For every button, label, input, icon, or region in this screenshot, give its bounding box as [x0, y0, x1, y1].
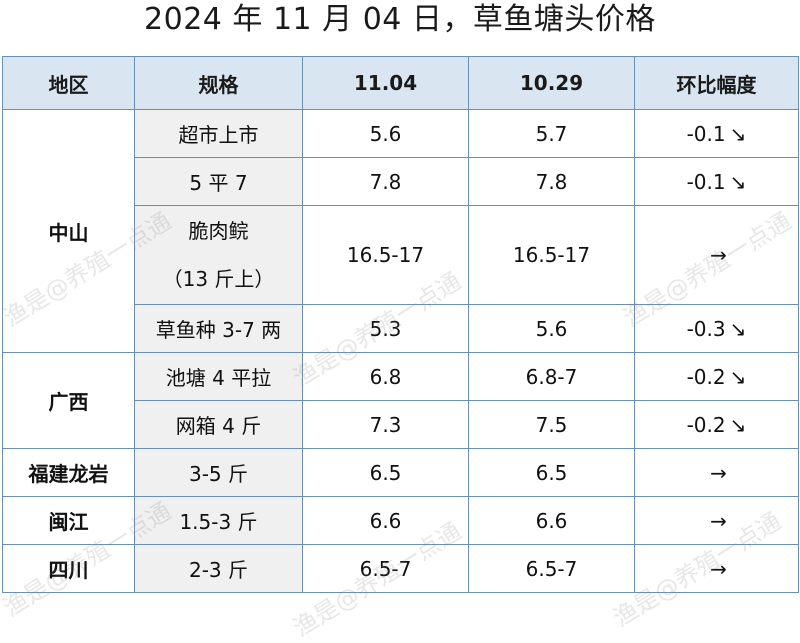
- current-price-cell: 6.6: [302, 496, 469, 545]
- table-row: 5 平 7 7.8 7.8 -0.1 ↘: [3, 157, 799, 206]
- spec-cell: 池塘 4 平拉: [134, 352, 303, 401]
- change-value: -0.1: [686, 121, 726, 146]
- header-change: 环比幅度: [634, 56, 799, 110]
- change-cell: →: [634, 496, 799, 545]
- spec-line-2: （13 斤上）: [162, 267, 275, 291]
- previous-price-cell: 6.5-7: [468, 544, 635, 593]
- region-cell: 闽江: [2, 496, 135, 545]
- spec-cell: 超市上市: [134, 109, 303, 158]
- table-row: 网箱 4 斤 7.3 7.5 -0.2 ↘: [3, 400, 799, 449]
- change-value: -0.2: [686, 364, 726, 389]
- change-cell: -0.1 ↘: [634, 109, 799, 158]
- previous-price-cell: 6.6: [468, 496, 635, 545]
- trend-flat-icon: →: [710, 243, 727, 267]
- current-price-cell: 6.5-7: [302, 544, 469, 593]
- previous-price-cell: 6.8-7: [468, 352, 635, 401]
- trend-down-icon: ↘: [729, 169, 747, 194]
- header-current-date: 11.04: [302, 56, 469, 110]
- region-cell: 广西: [2, 352, 135, 449]
- current-price-cell: 7.8: [302, 157, 469, 206]
- change-cell: →: [634, 448, 799, 497]
- trend-down-icon: ↘: [729, 364, 747, 389]
- change-cell: -0.3 ↘: [634, 304, 799, 353]
- table-row: 闽江 1.5-3 斤 6.6 6.6 →: [2, 496, 799, 545]
- spec-cell: 网箱 4 斤: [134, 400, 303, 449]
- region-cell: 中山: [2, 109, 135, 353]
- price-table: 地区 规格 11.04 10.29 环比幅度 中山 超市上市 5.6 5.7 -…: [2, 56, 799, 593]
- current-price-cell: 6.8: [302, 352, 469, 401]
- spec-cell: 草鱼种 3-7 两: [134, 304, 303, 353]
- change-cell: -0.2 ↘: [634, 400, 799, 449]
- previous-price-cell: 5.7: [468, 109, 635, 158]
- spec-cell: 2-3 斤: [134, 544, 303, 593]
- spec-cell: 1.5-3 斤: [134, 496, 303, 545]
- spec-cell: 5 平 7: [134, 157, 303, 206]
- trend-down-icon: ↘: [729, 412, 747, 437]
- trend-down-icon: ↘: [729, 121, 747, 146]
- current-price-cell: 5.3: [302, 304, 469, 353]
- change-cell: -0.1 ↘: [634, 157, 799, 206]
- change-value: -0.2: [686, 412, 726, 437]
- trend-down-icon: ↘: [729, 316, 747, 341]
- region-cell: 福建龙岩: [2, 448, 135, 497]
- spec-line-1: 脆肉鲩: [188, 219, 249, 243]
- header-region: 地区: [2, 56, 135, 110]
- header-previous-date: 10.29: [468, 56, 635, 110]
- trend-flat-icon: →: [710, 556, 727, 581]
- spec-cell: 脆肉鲩 （13 斤上）: [134, 205, 303, 305]
- current-price-cell: 16.5-17: [302, 205, 469, 305]
- spec-cell: 3-5 斤: [134, 448, 303, 497]
- current-price-cell: 7.3: [302, 400, 469, 449]
- table-row: 中山 超市上市 5.6 5.7 -0.1 ↘: [2, 109, 799, 353]
- current-price-cell: 5.6: [302, 109, 469, 158]
- page-title: 2024 年 11 月 04 日，草鱼塘头价格: [144, 2, 656, 37]
- previous-price-cell: 5.6: [468, 304, 635, 353]
- trend-flat-icon: →: [710, 460, 727, 485]
- previous-price-cell: 6.5: [468, 448, 635, 497]
- change-cell: →: [634, 205, 799, 305]
- table-row: 四川 2-3 斤 6.5-7 6.5-7 →: [2, 544, 799, 593]
- table-row: 草鱼种 3-7 两 5.3 5.6 -0.3 ↘: [3, 304, 799, 353]
- region-cell: 四川: [2, 544, 135, 593]
- table-row: 广西 池塘 4 平拉 6.8 6.8-7 -0.2 ↘: [2, 352, 799, 449]
- change-value: -0.3: [686, 316, 726, 341]
- change-cell: →: [634, 544, 799, 593]
- header-spec: 规格: [134, 56, 303, 110]
- table-row: 福建龙岩 3-5 斤 6.5 6.5 →: [2, 448, 799, 497]
- table-header-row: 地区 规格 11.04 10.29 环比幅度: [2, 56, 799, 110]
- trend-flat-icon: →: [710, 508, 727, 533]
- change-value: -0.1: [686, 169, 726, 194]
- previous-price-cell: 7.8: [468, 157, 635, 206]
- previous-price-cell: 16.5-17: [468, 205, 635, 305]
- previous-price-cell: 7.5: [468, 400, 635, 449]
- current-price-cell: 6.5: [302, 448, 469, 497]
- change-cell: -0.2 ↘: [634, 352, 799, 401]
